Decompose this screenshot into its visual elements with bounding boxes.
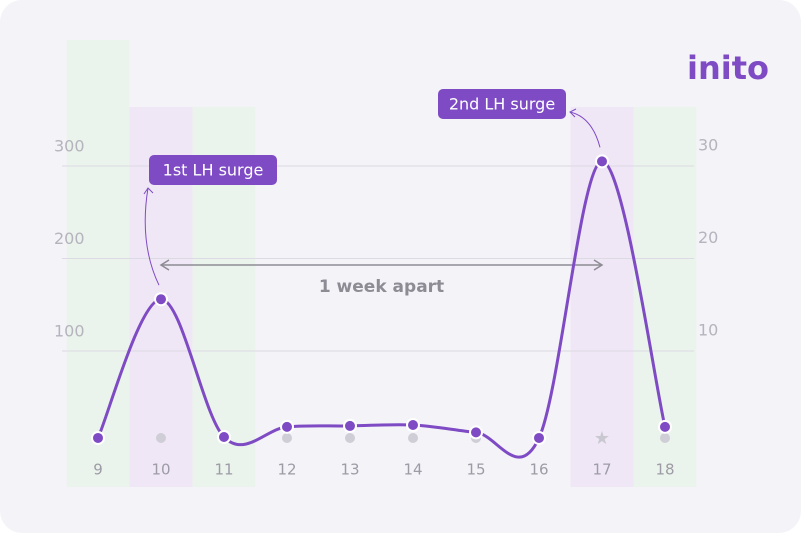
y2-tick-label: 30 [698,136,718,155]
point [154,292,168,307]
annotation-arrow [144,187,160,286]
span-label: 1 week apart [319,277,444,297]
x-tick-label: 9 [93,461,103,479]
annotation-arrowhead [569,108,577,118]
x-tick-label: 12 [277,461,296,479]
x-tick-label: 17 [592,461,611,479]
annotation-label: 2nd LH surge [449,95,555,114]
y-tick-label: 300 [54,137,85,156]
annotation-arrow [569,111,601,148]
point [406,418,420,432]
x-tick-label: 15 [466,461,485,479]
x-tick-label: 18 [655,461,674,479]
span-arrowhead [159,259,170,271]
logo: inito [687,49,769,87]
point [469,425,483,440]
x-tick-label: 10 [151,461,170,479]
y2-tick-label: 20 [698,228,718,247]
day-marker [408,433,418,443]
x-tick-label: 16 [529,461,548,479]
x-tick-label: 13 [340,461,359,479]
point [343,418,357,433]
day-marker [660,433,670,443]
annotation-box [438,89,566,119]
y2-tick-label: 10 [698,321,718,340]
y-tick-label: 200 [54,229,85,248]
day-band [570,107,634,487]
point [280,419,294,434]
x-tick-label: 14 [403,461,422,479]
annotation-box [149,155,277,185]
point [658,419,672,434]
annotation-arrowhead [143,187,154,195]
day-marker [345,433,355,443]
day-marker: ★ [594,428,610,449]
point [217,430,231,445]
day-marker [156,433,166,443]
y-tick-label: 100 [54,322,85,341]
point [532,430,546,445]
point [91,430,105,445]
day-marker [282,433,292,443]
x-tick-label: 11 [214,461,233,479]
day-band [66,40,130,487]
annotation-label: 1st LH surge [163,161,264,180]
span-arrowhead [593,259,604,271]
point [595,154,609,169]
